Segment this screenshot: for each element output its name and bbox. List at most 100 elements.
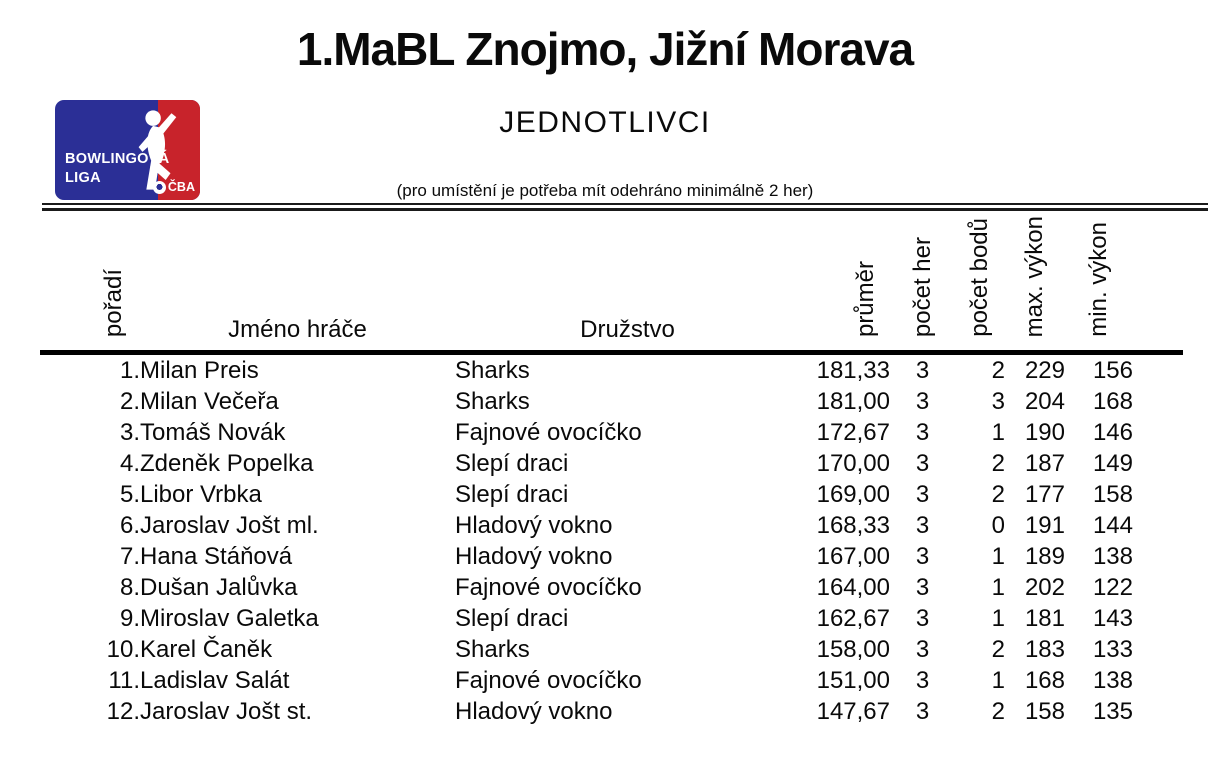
cell-average: 168,33: [816, 511, 890, 539]
league-logo: BOWLINGOVÁ LIGA ČBA: [55, 100, 200, 200]
cell-min-score: 149: [1092, 449, 1133, 477]
cell-max-score: 189: [1024, 542, 1065, 570]
table-row: 2. Milan Večeřa Sharks 181,00 3 3 204 16…: [40, 386, 1183, 417]
table-row: 12. Jaroslav Jošt st. Hladový vokno 147,…: [40, 696, 1183, 727]
cell-rank: 11.: [108, 666, 140, 694]
cell-max-score: 229: [1024, 356, 1065, 384]
cell-average: 172,67: [816, 418, 890, 446]
cell-rank: 1.: [119, 356, 140, 384]
cell-team: Fajnové ovocíčko: [455, 573, 642, 601]
cell-player-name: Libor Vrbka: [140, 480, 262, 508]
cell-min-score: 158: [1092, 480, 1133, 508]
cell-spacer: [1133, 696, 1183, 727]
cell-team: Fajnové ovocíčko: [455, 666, 642, 694]
cell-max-score: 202: [1024, 573, 1065, 601]
cell-games-count: 3: [915, 573, 930, 601]
cell-average: 169,00: [816, 480, 890, 508]
cell-rank: 2.: [119, 387, 140, 415]
cell-points: 2: [991, 449, 1005, 477]
cell-games-count: 3: [915, 449, 930, 477]
cell-max-score: 191: [1024, 511, 1065, 539]
table-row: 11. Ladislav Salát Fajnové ovocíčko 151,…: [40, 665, 1183, 696]
cell-min-score: 156: [1092, 356, 1133, 384]
cell-average: 164,00: [816, 573, 890, 601]
table-row: 7. Hana Stáňová Hladový vokno 167,00 3 1…: [40, 541, 1183, 572]
cell-games-count: 3: [915, 511, 930, 539]
cell-max-score: 168: [1024, 666, 1065, 694]
cell-average: 181,33: [816, 356, 890, 384]
col-header-team-label: Družstvo: [580, 316, 675, 343]
cell-max-score: 187: [1024, 449, 1065, 477]
col-header-min-label: min. výkon: [1085, 222, 1113, 337]
cell-team: Hladový vokno: [455, 511, 613, 539]
cell-spacer: [1133, 417, 1183, 448]
cell-player-name: Jaroslav Jošt ml.: [140, 511, 319, 539]
cell-games-count: 3: [915, 666, 930, 694]
cell-games-count: 3: [915, 604, 930, 632]
cell-rank: 3.: [119, 418, 140, 446]
table-row: 9. Miroslav Galetka Slepí draci 162,67 3…: [40, 603, 1183, 634]
cell-player-name: Jaroslav Jošt st.: [140, 697, 313, 725]
cell-spacer: [1133, 353, 1183, 387]
cell-games-count: 3: [915, 387, 930, 415]
table-row: 8. Dušan Jalůvka Fajnové ovocíčko 164,00…: [40, 572, 1183, 603]
header-row: pořadí Jméno hráče Družstvo průměr počet…: [40, 212, 1183, 355]
cell-team: Slepí draci: [455, 480, 569, 508]
cell-player-name: Tomáš Novák: [140, 418, 286, 446]
cell-team: Hladový vokno: [455, 542, 613, 570]
cell-games-count: 3: [915, 356, 930, 384]
cell-min-score: 138: [1092, 542, 1133, 570]
page-title: 1.MaBL Znojmo, Jižní Morava: [296, 23, 914, 75]
cell-spacer: [1133, 479, 1183, 510]
cell-points: 2: [991, 697, 1005, 725]
cell-team: Hladový vokno: [455, 697, 613, 725]
cell-min-score: 138: [1092, 666, 1133, 694]
cell-min-score: 135: [1092, 697, 1133, 725]
col-header-rank-label: pořadí: [99, 268, 127, 337]
table-row: 5. Libor Vrbka Slepí draci 169,00 3 2 17…: [40, 479, 1183, 510]
table-row: 4. Zdeněk Popelka Slepí draci 170,00 3 2…: [40, 448, 1183, 479]
cell-spacer: [1133, 386, 1183, 417]
table-row: 1. Milan Preis Sharks 181,33 3 2 229 156: [40, 353, 1183, 387]
cell-player-name: Milan Preis: [140, 356, 259, 384]
cell-max-score: 183: [1024, 635, 1065, 663]
cell-spacer: [1133, 603, 1183, 634]
table-row: 10. Karel Čaněk Sharks 158,00 3 2 183 13…: [40, 634, 1183, 665]
col-header-max-label: max. výkon: [1021, 215, 1049, 337]
cell-spacer: [1133, 448, 1183, 479]
cell-rank: 6.: [119, 511, 140, 539]
cell-spacer: [1133, 541, 1183, 572]
col-header-avg-label: průměr: [851, 260, 879, 337]
col-header-avg: průměr: [800, 212, 890, 355]
cell-average: 167,00: [816, 542, 890, 570]
cell-min-score: 144: [1092, 511, 1133, 539]
cell-player-name: Karel Čaněk: [140, 635, 273, 663]
cell-spacer: [1133, 634, 1183, 665]
cell-rank: 10.: [106, 635, 140, 663]
col-header-max: max. výkon: [1005, 212, 1065, 355]
cell-team: Fajnové ovocíčko: [455, 418, 642, 446]
cell-points: 1: [991, 542, 1005, 570]
cell-points: 2: [991, 480, 1005, 508]
cba-badge: ČBA: [152, 180, 195, 194]
table-row: 6. Jaroslav Jošt ml. Hladový vokno 168,3…: [40, 510, 1183, 541]
cell-min-score: 168: [1092, 387, 1133, 415]
cba-badge-label: ČBA: [167, 180, 195, 194]
cell-rank: 9.: [119, 604, 140, 632]
cell-points: 0: [991, 511, 1005, 539]
cell-rank: 8.: [119, 573, 140, 601]
section-subtitle: JEDNOTLIVCI: [499, 106, 711, 139]
logo-line2: LIGA: [65, 170, 101, 186]
cell-max-score: 158: [1024, 697, 1065, 725]
cell-max-score: 190: [1024, 418, 1065, 446]
col-header-min: min. výkon: [1065, 212, 1133, 355]
cell-player-name: Miroslav Galetka: [140, 604, 319, 632]
col-header-team: Družstvo: [455, 212, 800, 355]
cell-max-score: 204: [1024, 387, 1065, 415]
cell-team: Sharks: [455, 356, 530, 384]
col-header-games: počet her: [890, 212, 955, 355]
cell-points: 1: [991, 666, 1005, 694]
cell-games-count: 3: [915, 542, 930, 570]
cell-games-count: 3: [915, 480, 930, 508]
